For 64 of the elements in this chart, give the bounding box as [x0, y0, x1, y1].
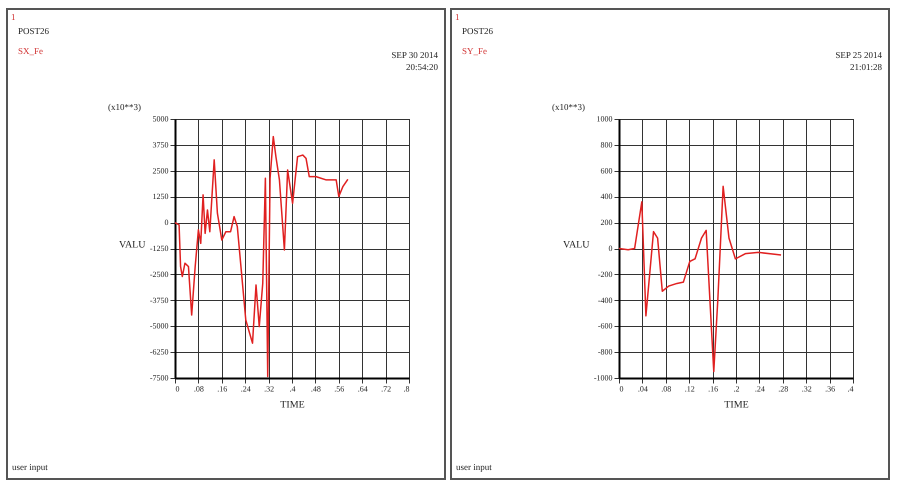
text: SY_Fe	[462, 46, 488, 56]
x-tick-label: .56	[334, 384, 344, 394]
text: SEP 30 2014	[391, 50, 438, 60]
y-axis-title: VALU	[563, 240, 590, 250]
y-tick-label: -600	[598, 322, 612, 331]
line-series	[175, 136, 349, 378]
x-tick-label: .4	[848, 384, 854, 394]
text: 20:54:20	[406, 62, 438, 72]
x-tick-label: .4	[290, 384, 296, 394]
y-tick-label: 3750	[152, 140, 168, 150]
y-tick-label: 1250	[152, 192, 168, 202]
y-tick-label: -3750	[150, 296, 168, 305]
text: SX_Fe	[18, 46, 44, 56]
x-tick-label: .32	[264, 384, 274, 394]
y-tick-label: -6250	[150, 348, 168, 357]
x-tick-label: .24	[240, 384, 251, 394]
y-tick-label: -7500	[150, 374, 168, 382]
text: POST26	[462, 26, 494, 36]
y-tick-label: 2500	[152, 166, 168, 176]
y-tick-label: 800	[600, 140, 612, 150]
x-tick-label: .48	[310, 384, 321, 394]
x-tick-label: 0	[620, 384, 624, 394]
x-tick-label: 0	[176, 384, 180, 394]
y-tick-label: 200	[600, 218, 612, 228]
x-axis-title: TIME	[724, 400, 749, 410]
x-tick-label: .2	[734, 384, 740, 394]
y-tick-label: 0	[608, 244, 612, 253]
x-tick-label: .08	[194, 384, 204, 394]
text: POST26	[18, 26, 50, 36]
x-axis-title: TIME	[280, 400, 305, 410]
y-axis-title: VALU	[119, 240, 146, 250]
text: (x10**3)	[552, 102, 585, 112]
x-tick-label: .64	[358, 384, 368, 394]
y-tick-label: 0	[164, 218, 168, 228]
x-tick-label: .24	[754, 384, 765, 394]
x-tick-label: .8	[404, 384, 410, 394]
y-tick-label: -200	[598, 270, 612, 279]
y-tick-label: 600	[600, 166, 612, 176]
text: user input	[456, 462, 492, 472]
y-tick-label: -800	[598, 348, 612, 357]
x-tick-label: .16	[708, 384, 718, 394]
y-tick-label: -2500	[150, 270, 168, 279]
x-tick-label: .36	[825, 384, 836, 394]
text: user input	[12, 462, 48, 472]
text: 21:01:28	[850, 62, 882, 72]
x-tick-label: .28	[778, 384, 788, 394]
text: 1	[455, 12, 460, 22]
y-tick-label: -5000	[150, 322, 168, 331]
x-tick-label: .12	[684, 384, 695, 394]
x-tick-label: .16	[217, 384, 228, 394]
y-tick-label: -1000	[594, 374, 612, 382]
text: 1	[11, 12, 16, 22]
line-series	[619, 186, 782, 372]
text: SEP 25 2014	[835, 50, 882, 60]
text: (x10**3)	[108, 102, 141, 112]
y-tick-label: 5000	[152, 114, 168, 124]
y-tick-label: -400	[598, 296, 612, 305]
y-tick-label: 1000	[596, 114, 612, 124]
y-tick-label: 400	[600, 192, 612, 202]
x-tick-label: .72	[381, 384, 392, 394]
x-tick-label: .08	[661, 384, 672, 394]
x-tick-label: .04	[638, 384, 648, 394]
y-tick-label: -1250	[150, 244, 168, 253]
x-tick-label: .32	[802, 384, 812, 394]
